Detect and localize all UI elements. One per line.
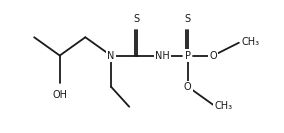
Text: CH₃: CH₃ [242,37,260,47]
Text: S: S [185,14,191,24]
Text: P: P [185,51,191,61]
Text: CH₃: CH₃ [214,101,232,111]
Text: S: S [133,14,139,24]
Text: OH: OH [52,90,67,100]
Text: O: O [184,82,191,92]
Text: N: N [107,51,115,61]
Text: NH: NH [155,51,170,61]
Text: O: O [210,51,217,61]
